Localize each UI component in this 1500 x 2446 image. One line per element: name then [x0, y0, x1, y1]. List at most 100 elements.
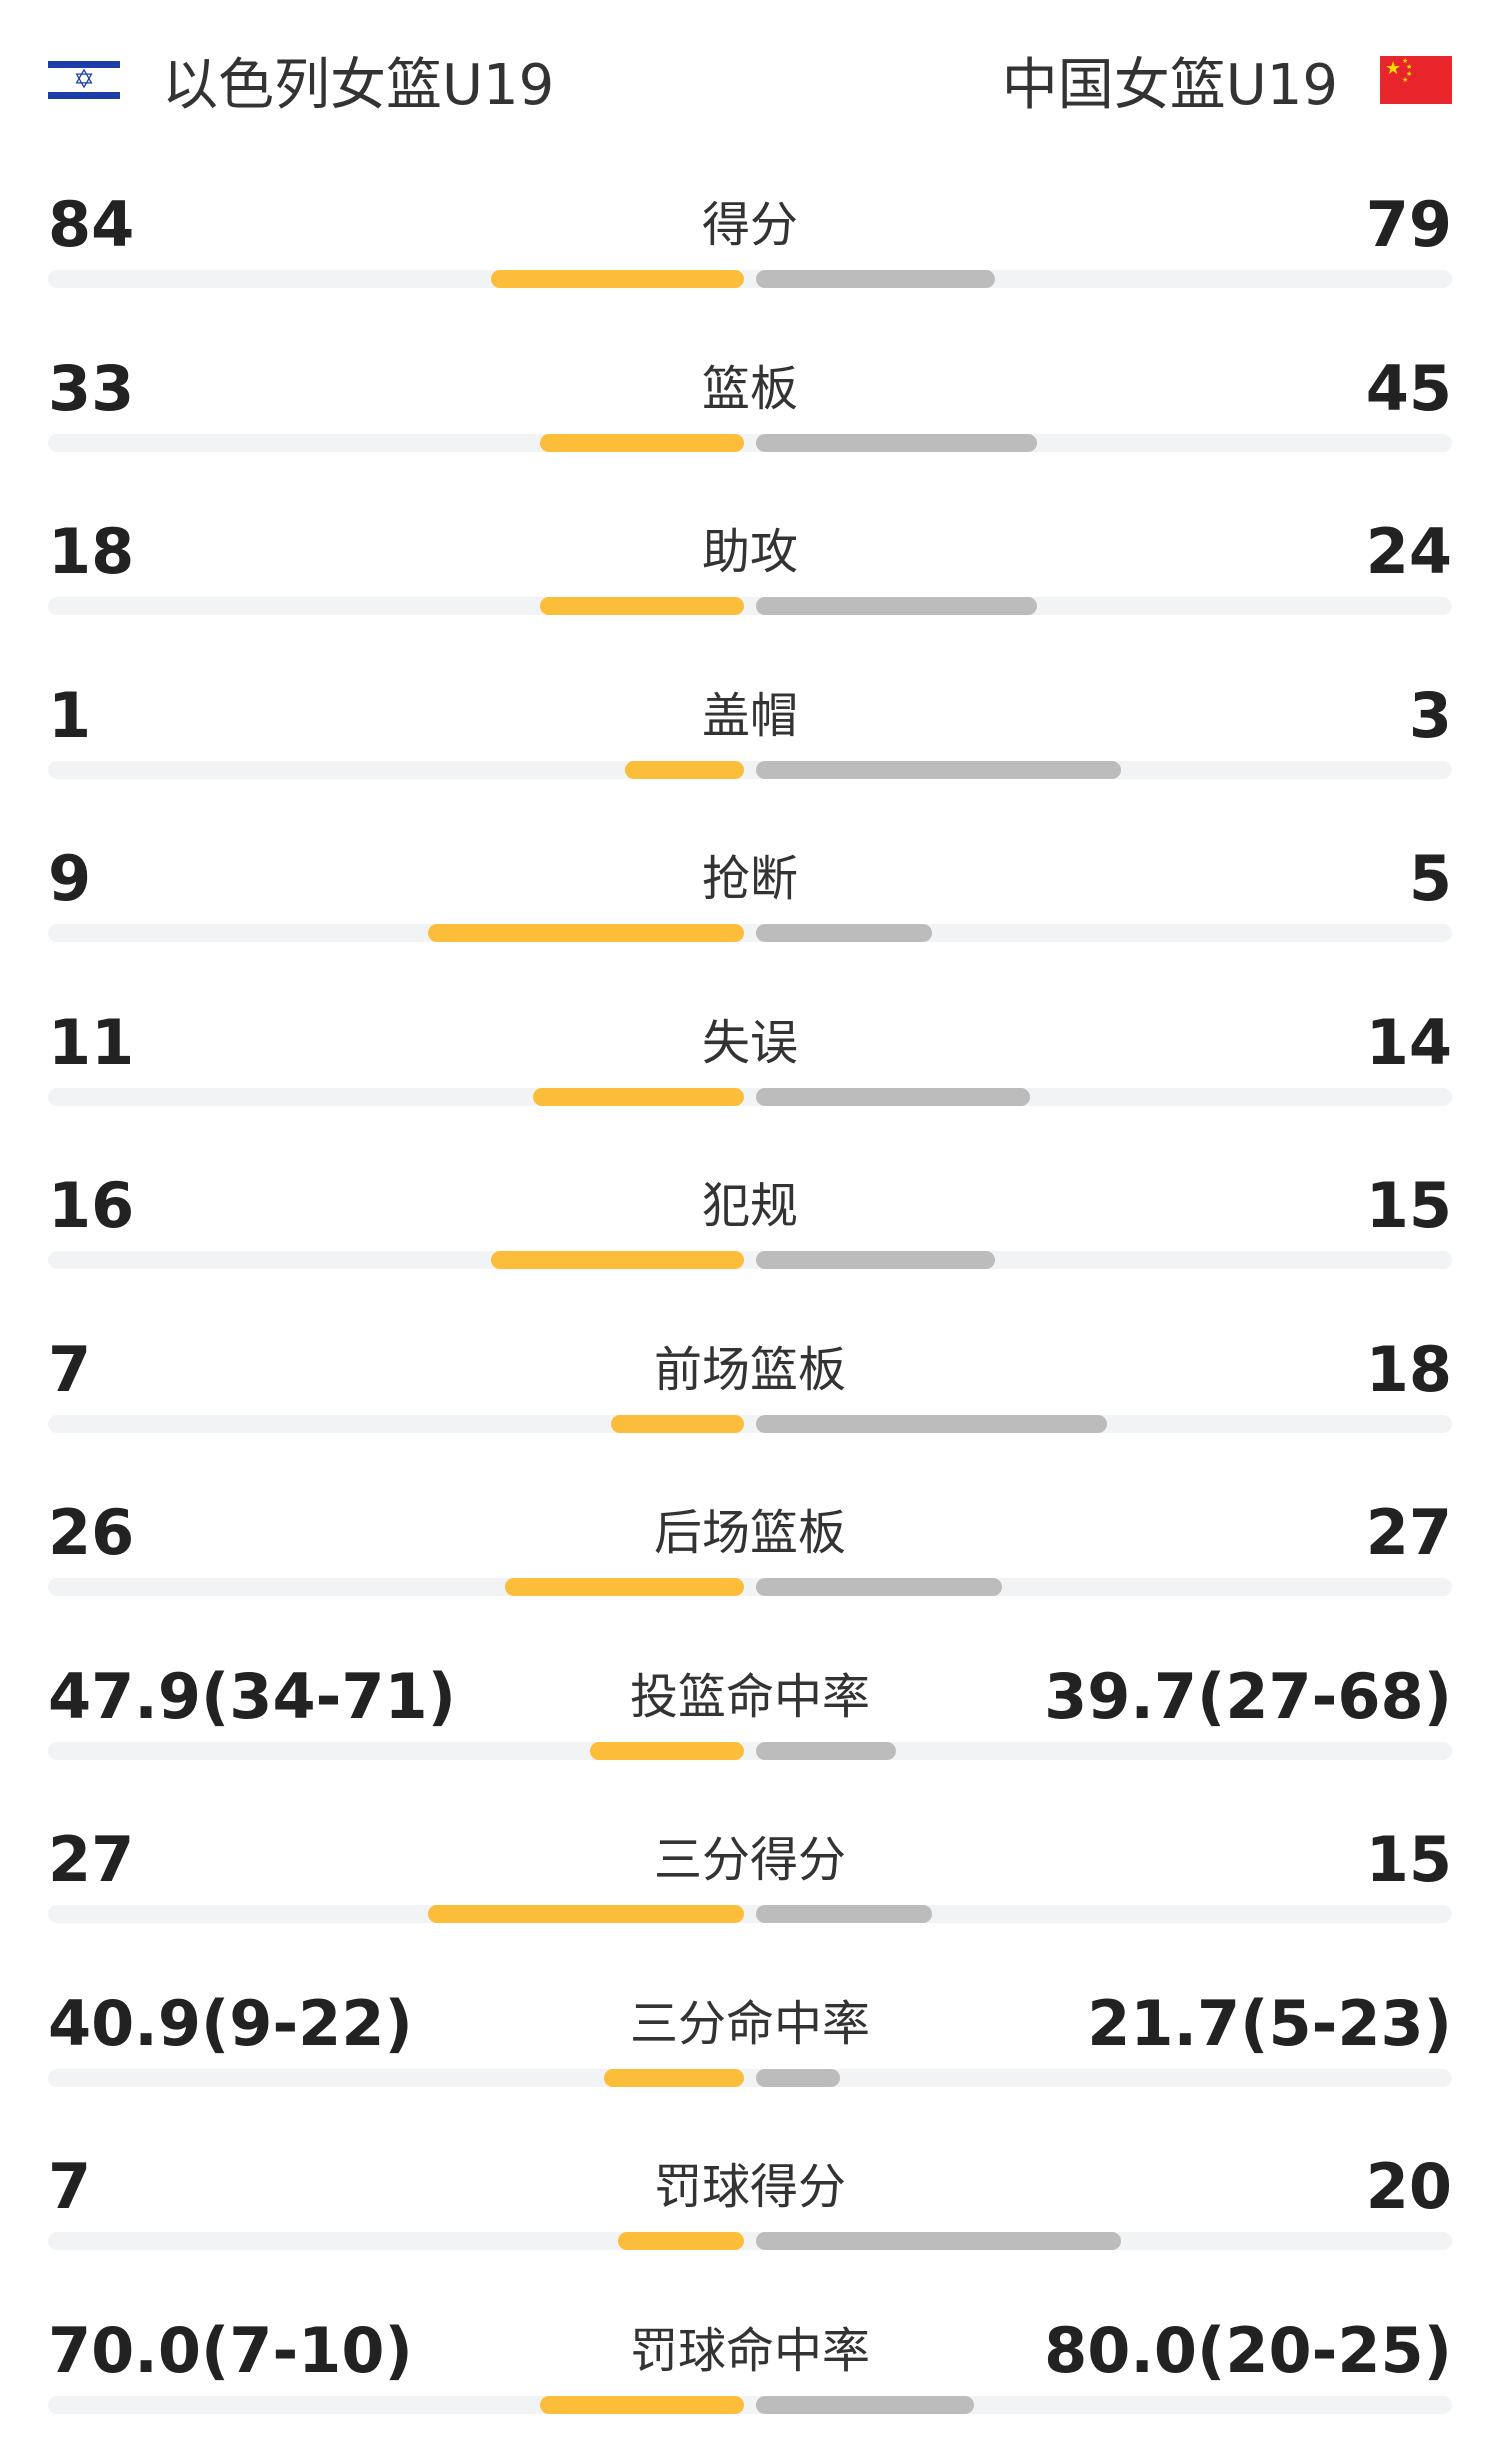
away-stat-value: 80.0(20-25)	[1044, 2313, 1452, 2387]
home-stat-value: 18	[48, 515, 135, 588]
away-stat-bar	[756, 1414, 1107, 1433]
stat-row: 7 前场篮板 18	[0, 1305, 1500, 1465]
stat-row: 18 助攻 24	[0, 487, 1500, 647]
stat-label: 三分得分	[653, 1832, 846, 1888]
stat-label: 后场篮板	[653, 1505, 846, 1561]
home-stat-value: 27	[48, 1823, 135, 1896]
home-stat-bar	[540, 2395, 744, 2414]
stat-bar-track	[48, 1905, 1452, 1923]
stat-label: 罚球命中率	[629, 2322, 870, 2379]
stat-bar-track	[48, 760, 1452, 779]
home-stat-bar	[491, 1251, 744, 1269]
home-stat-bar	[540, 433, 744, 452]
home-stat-value: 9	[48, 842, 92, 915]
home-stat-bar	[540, 597, 744, 615]
home-stat-bar	[533, 1087, 744, 1106]
stat-label: 犯规	[701, 1178, 798, 1234]
home-stat-value: 70.0(7-10)	[48, 2313, 413, 2387]
stat-bar-track	[48, 924, 1452, 942]
stat-row: 33 篮板 45	[0, 324, 1500, 484]
home-stat-bar	[428, 1905, 744, 1923]
away-stat-bar	[756, 1251, 995, 1269]
away-stat-value: 15	[1365, 1823, 1452, 1896]
stat-label: 前场篮板	[653, 1341, 846, 1398]
team-header: ✡ 以色列女篮U19 中国女篮U19 ★ ★ ★ ★ ★	[0, 0, 1500, 160]
away-stat-bar	[756, 1578, 1002, 1596]
away-stat-bar	[756, 270, 995, 288]
home-stat-value: 11	[48, 1005, 135, 1079]
stat-row: 27 三分得分 15	[0, 1795, 1500, 1955]
stat-label: 得分	[701, 197, 798, 253]
stat-row: 7 罚球得分 20	[0, 2122, 1500, 2282]
away-stat-bar	[756, 1087, 1030, 1106]
stat-label: 三分命中率	[629, 1995, 870, 2052]
stat-bar-track	[48, 2232, 1452, 2250]
stat-bar-track	[48, 1578, 1452, 1596]
stat-label: 投篮命中率	[629, 1668, 870, 1725]
stat-row: 40.9(9-22) 三分命中率 21.7(5-23)	[0, 1959, 1500, 2119]
away-stat-bar	[756, 760, 1121, 779]
home-stat-value: 84	[48, 188, 135, 261]
away-stat-value: 27	[1365, 1496, 1452, 1569]
stat-bar-track	[48, 2395, 1452, 2414]
stat-bar-track	[48, 1414, 1452, 1433]
stat-row: 26 后场篮板 27	[0, 1468, 1500, 1628]
away-stat-value: 5	[1408, 842, 1452, 915]
away-stat-value: 3	[1408, 678, 1452, 752]
home-stat-value: 7	[48, 1332, 92, 1406]
home-stat-bar	[428, 924, 744, 942]
away-stat-bar	[756, 924, 932, 942]
stat-bar-track	[48, 1087, 1452, 1106]
stat-label: 抢断	[701, 851, 798, 907]
home-stat-value: 26	[48, 1496, 135, 1569]
stat-row: 11 失误 14	[0, 978, 1500, 1138]
home-stat-bar	[618, 2232, 744, 2250]
stat-label: 助攻	[701, 524, 798, 580]
stat-bar-track	[48, 1741, 1452, 1760]
stat-bar-track	[48, 270, 1452, 288]
away-stat-value: 14	[1365, 1005, 1452, 1079]
stat-label: 失误	[701, 1014, 798, 1071]
away-stat-bar	[756, 597, 1037, 615]
home-stat-bar	[491, 270, 744, 288]
away-stat-value: 18	[1365, 1332, 1452, 1406]
away-stat-value: 21.7(5-23)	[1087, 1986, 1452, 2060]
home-stat-bar	[611, 1414, 744, 1433]
home-stat-value: 7	[48, 2150, 92, 2223]
away-stat-value: 79	[1365, 188, 1452, 261]
stat-bar-track	[48, 2068, 1452, 2087]
away-stat-value: 20	[1365, 2150, 1452, 2223]
stat-row: 9 抢断 5	[0, 814, 1500, 974]
stat-row: 84 得分 79	[0, 160, 1500, 320]
away-team[interactable]: 中国女篮U19 ★ ★ ★ ★ ★	[1002, 40, 1452, 120]
away-stat-bar	[756, 2232, 1121, 2250]
away-stat-value: 15	[1365, 1169, 1452, 1242]
home-stat-bar	[625, 760, 744, 779]
away-team-name: 中国女篮U19	[1001, 52, 1338, 118]
stat-label: 罚球得分	[653, 2159, 846, 2215]
home-stat-value: 47.9(34-71)	[48, 1659, 456, 1733]
home-stat-bar	[505, 1578, 744, 1596]
away-stat-value: 39.7(27-68)	[1044, 1659, 1452, 1733]
china-flag-icon: ★ ★ ★ ★ ★	[1380, 56, 1452, 104]
stat-row: 1 盖帽 3	[0, 651, 1500, 811]
stat-label: 盖帽	[701, 687, 798, 744]
home-stat-bar	[604, 2068, 744, 2087]
away-stat-bar	[756, 1905, 932, 1923]
home-team[interactable]: ✡ 以色列女篮U19	[48, 40, 554, 120]
stat-bar-track	[48, 433, 1452, 452]
home-stat-bar	[590, 1741, 744, 1760]
home-team-name: 以色列女篮U19	[162, 52, 555, 118]
away-stat-bar	[756, 2068, 840, 2087]
home-stat-value: 33	[48, 351, 135, 425]
stat-bar-track	[48, 1251, 1452, 1269]
israel-flag-icon: ✡	[48, 56, 120, 104]
stat-row: 70.0(7-10) 罚球命中率 80.0(20-25)	[0, 2286, 1500, 2446]
stat-label: 篮板	[701, 360, 798, 417]
home-stat-value: 40.9(9-22)	[48, 1986, 413, 2060]
away-stat-value: 45	[1365, 351, 1452, 425]
away-stat-bar	[756, 2395, 974, 2414]
home-stat-value: 16	[48, 1169, 135, 1242]
home-stat-value: 1	[48, 678, 92, 752]
away-stat-bar	[756, 1741, 896, 1760]
